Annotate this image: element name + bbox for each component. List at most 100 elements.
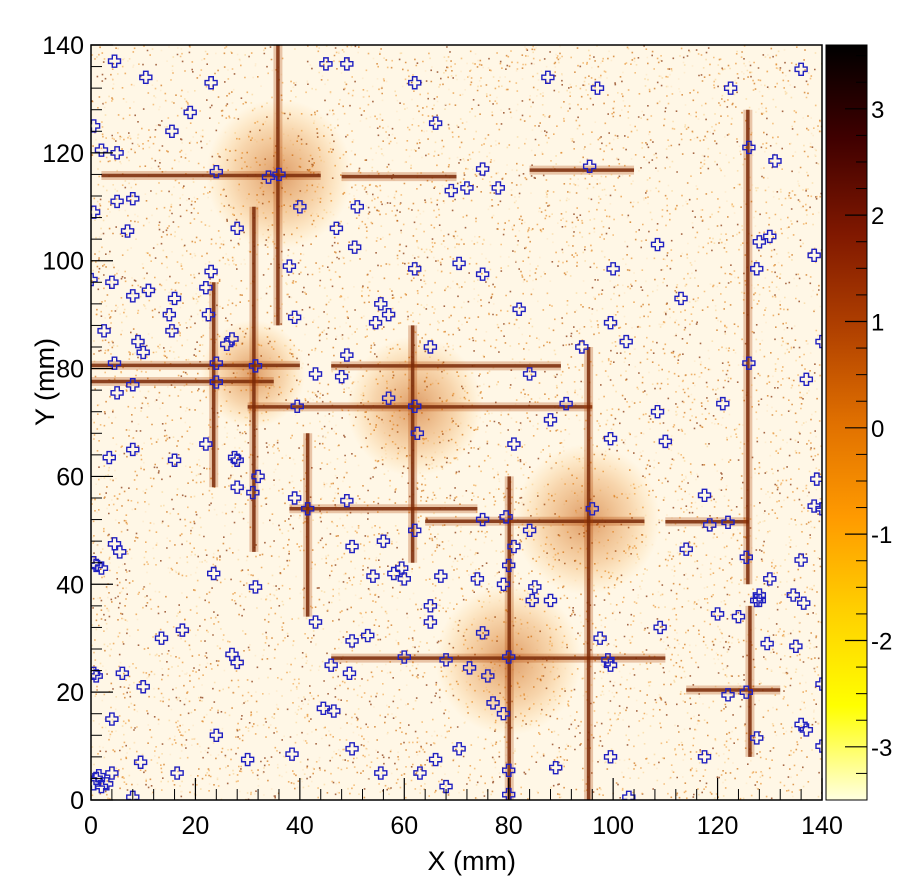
cross-marker (721, 688, 735, 702)
cross-marker (549, 760, 563, 775)
cross-marker (794, 717, 808, 732)
cross-marker (381, 391, 396, 405)
cross-marker (423, 615, 438, 629)
cross-marker (408, 523, 422, 538)
cross-marker (141, 283, 156, 298)
cross-marker (786, 588, 800, 602)
cross-marker (209, 356, 224, 370)
cross-marker (165, 324, 179, 338)
cross-marker (209, 375, 224, 389)
cross-marker (230, 221, 244, 236)
cross-marker (361, 628, 375, 643)
cross-marker (126, 378, 140, 392)
cross-marker (752, 588, 767, 602)
cross-marker (799, 372, 814, 387)
cross-marker (300, 502, 315, 516)
cross-marker (240, 752, 255, 767)
cross-marker (481, 669, 495, 683)
cross-marker (248, 359, 263, 373)
cross-marker (525, 593, 539, 608)
cross-marker (261, 170, 276, 184)
cross-marker (752, 235, 767, 249)
cross-marker (113, 545, 127, 559)
cross-marker (209, 728, 224, 742)
cross-marker (496, 577, 511, 591)
cross-marker (94, 143, 109, 157)
cross-marker (120, 224, 135, 238)
cross-marker (131, 334, 145, 349)
cross-marker (316, 701, 331, 716)
cross-marker (397, 572, 411, 586)
y-axis-ticks: 0 20 40 60 80 100 120 140 (42, 32, 113, 815)
colorbar-ticks: 3 2 1 0 -1 -2 -3 (845, 55, 892, 801)
x-tick-label: 60 (390, 812, 418, 840)
cross-marker (340, 348, 354, 362)
cross-marker (199, 437, 213, 451)
cross-marker (394, 561, 409, 575)
cross-marker (486, 696, 500, 710)
y-tick-label: 100 (42, 248, 84, 276)
cross-marker (731, 609, 746, 624)
cross-marker (768, 154, 782, 168)
cross-marker (136, 680, 150, 694)
cross-marker (408, 399, 422, 414)
cross-marker (248, 580, 263, 594)
cross-marker (368, 316, 383, 330)
cross-marker (290, 399, 304, 414)
colorbar-tick-label: 3 (871, 97, 884, 124)
colorbar-tick-label: -1 (871, 522, 892, 549)
cross-marker (815, 677, 822, 691)
cross-marker (590, 81, 605, 95)
cross-marker (342, 666, 357, 680)
cross-marker (760, 636, 774, 651)
cross-marker (397, 650, 411, 664)
cross-marker (679, 542, 693, 556)
colorbar (826, 45, 867, 800)
cross-marker (91, 669, 103, 683)
cross-marker (543, 593, 558, 608)
cross-marker (603, 750, 618, 764)
cross-marker (126, 790, 140, 800)
x-tick-label: 140 (801, 812, 843, 840)
cross-marker (815, 739, 822, 753)
cross-marker (282, 259, 297, 273)
colorbar-frame (825, 44, 868, 801)
y-tick-label: 40 (56, 571, 84, 599)
y-tick-label: 80 (56, 356, 84, 384)
cross-marker (674, 291, 688, 306)
cross-marker (603, 316, 618, 330)
y-tick-label: 20 (56, 679, 84, 707)
cross-marker (742, 356, 756, 370)
cross-marker (230, 655, 244, 670)
cross-marker (794, 62, 808, 76)
cross-marker (470, 572, 485, 586)
cross-marker (154, 631, 169, 645)
cross-marker (329, 221, 344, 236)
cross-marker (230, 453, 244, 467)
cross-marker (170, 766, 184, 780)
x-tick-label: 80 (495, 812, 523, 840)
cross-marker (126, 442, 140, 457)
cross-marker (183, 105, 197, 120)
cross-marker (381, 307, 396, 322)
cross-marker (815, 334, 822, 349)
cross-marker (287, 310, 302, 325)
cross-marker (204, 264, 218, 279)
cross-marker (439, 653, 453, 667)
cross-marker (452, 256, 466, 271)
cross-marker (807, 248, 821, 263)
cross-marker (167, 291, 182, 306)
cross-marker (502, 763, 516, 778)
cross-marker (340, 493, 354, 508)
cross-marker (165, 124, 179, 138)
cross-marker (763, 229, 777, 244)
cross-marker (653, 620, 667, 635)
cross-marker (287, 491, 302, 505)
cross-marker (739, 550, 753, 565)
cross-marker (502, 558, 516, 573)
cross-marker (227, 450, 242, 465)
cross-marker (810, 472, 822, 486)
cross-marker (593, 631, 607, 645)
cross-marker (133, 755, 148, 769)
cross-marker (110, 146, 124, 160)
